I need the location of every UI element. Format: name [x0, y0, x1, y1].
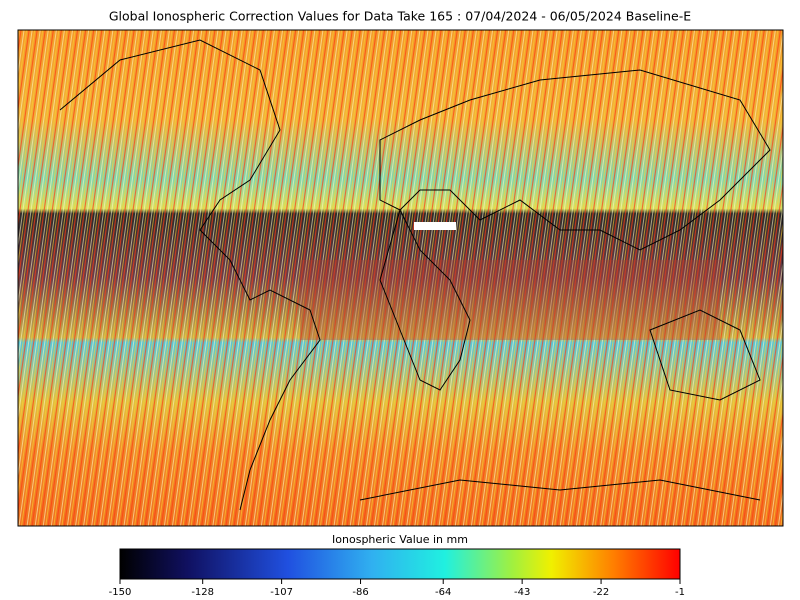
gap	[414, 222, 456, 230]
tick-label: -1	[675, 587, 685, 598]
anomaly-region	[300, 260, 720, 340]
tick-label: -107	[270, 587, 293, 598]
tick-label: -86	[352, 587, 368, 598]
tick-label: -128	[191, 587, 214, 598]
colorbar-label: Ionospheric Value in mm	[332, 533, 468, 546]
tick-label: -43	[514, 587, 530, 598]
map	[18, 30, 783, 526]
tick-label: -150	[109, 587, 132, 598]
colorbar	[119, 548, 681, 580]
tick-label: -64	[435, 587, 451, 598]
title: Global Ionospheric Correction Values for…	[109, 9, 691, 24]
track-stripes	[18, 30, 783, 526]
coastlines	[59, 39, 771, 511]
tick-label: -22	[593, 587, 609, 598]
colorbar-ticks: -150 -128 -107 -86 -64 -43 -22 -1	[109, 579, 685, 598]
map-frame	[17, 29, 784, 527]
